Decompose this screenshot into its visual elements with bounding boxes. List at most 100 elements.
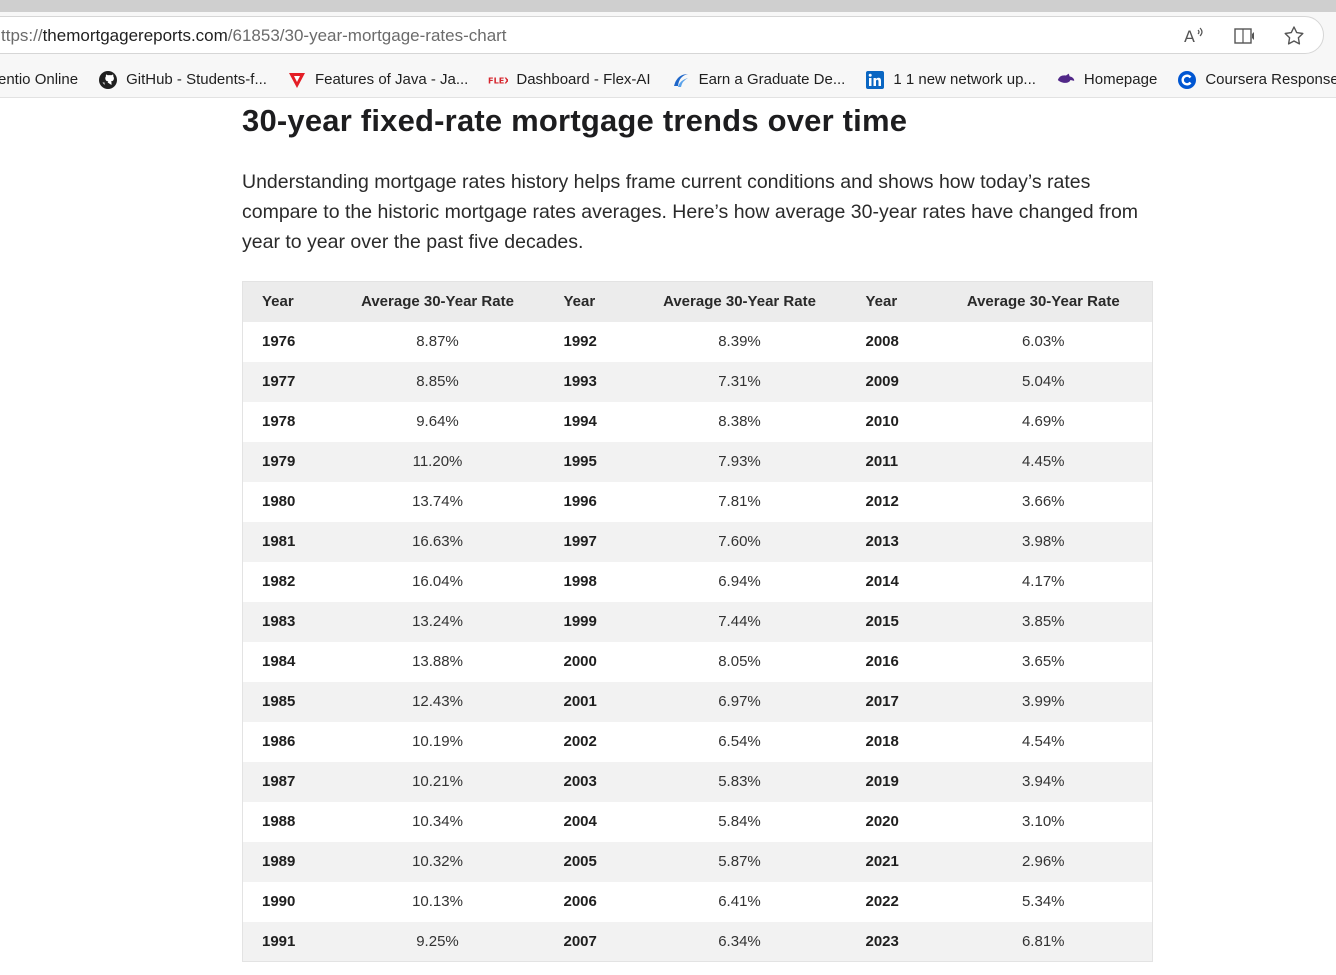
rate-cell: 5.87% [632,841,847,882]
year-cell: 1999 [544,601,633,642]
rate-cell: 6.94% [632,561,847,602]
rate-cell: 13.24% [330,601,545,642]
bookmark-item[interactable]: Earn a Graduate De... [671,70,845,90]
year-cell: 2002 [544,721,633,762]
rate-cell: 12.43% [330,681,545,722]
year-cell: 1985 [242,681,331,722]
bookmark-item[interactable]: entio Online [0,71,79,88]
swirl-logo-icon [671,70,691,90]
immersive-reader-icon[interactable] [1232,23,1258,49]
rate-cell: 7.60% [632,521,847,562]
year-cell: 1996 [544,481,633,522]
rate-cell: 10.13% [330,881,545,922]
rate-cell: 3.98% [934,521,1153,562]
rate-cell: 3.94% [934,761,1153,802]
year-cell: 2013 [846,521,935,562]
year-cell: 2017 [846,681,935,722]
column-header: Year [846,281,935,322]
rate-cell: 16.63% [330,521,545,562]
table-row: 1983 13.24% 1999 7.44% 2015 3.85% [242,601,1153,642]
table-body: 1976 8.87% 1992 8.39% 2008 6.03% 1977 8.85% 1993… [242,321,1153,962]
year-cell: 1977 [242,361,331,402]
year-cell: 1984 [242,641,331,682]
rate-cell: 10.32% [330,841,545,882]
column-header: Average 30-Year Rate [632,281,847,322]
year-cell: 2001 [544,681,633,722]
rate-cell: 8.05% [632,641,847,682]
web-page: 30-year fixed-rate mortgage trends over … [0,99,1336,975]
table-row: 1986 10.19% 2002 6.54% 2018 4.54% [242,721,1153,762]
bookmark-item[interactable]: Coursera Response... [1177,70,1336,90]
rate-cell: 3.10% [934,801,1153,842]
year-cell: 1990 [242,881,331,922]
year-cell: 1988 [242,801,331,842]
rate-cell: 6.97% [632,681,847,722]
table-header-row: Year Average 30-Year Rate Year Average 3… [242,281,1153,322]
purple-cat-icon [1056,70,1076,90]
rate-cell: 8.85% [330,361,545,402]
rate-cell: 8.38% [632,401,847,442]
address-bar[interactable]: ttps://themortgagereports.com/61853/30-y… [0,16,1324,54]
year-cell: 2023 [846,921,935,962]
table-row: 1987 10.21% 2003 5.83% 2019 3.94% [242,761,1153,802]
year-cell: 2006 [544,881,633,922]
rate-cell: 3.66% [934,481,1153,522]
year-cell: 2016 [846,641,935,682]
rate-cell: 13.88% [330,641,545,682]
table-row: 1981 16.63% 1997 7.60% 2013 3.98% [242,521,1153,562]
year-cell: 2012 [846,481,935,522]
bookmark-item[interactable]: Homepage [1056,70,1157,90]
rate-cell: 6.54% [632,721,847,762]
favorite-star-icon[interactable] [1281,23,1307,49]
year-cell: 1981 [242,521,331,562]
article-intro: Understanding mortgage rates history hel… [242,171,1139,253]
rate-cell: 6.03% [934,321,1153,362]
table-row: 1976 8.87% 1992 8.39% 2008 6.03% [242,321,1153,362]
rate-cell: 7.31% [632,361,847,402]
table-row: 1991 9.25% 2007 6.34% 2023 6.81% [242,921,1153,962]
year-cell: 1994 [544,401,633,442]
rate-cell: 7.81% [632,481,847,522]
year-cell: 2018 [846,721,935,762]
rate-cell: 8.39% [632,321,847,362]
year-cell: 1998 [544,561,633,602]
table-row: 1979 11.20% 1995 7.93% 2011 4.45% [242,441,1153,482]
table-row: 1978 9.64% 1994 8.38% 2010 4.69% [242,401,1153,442]
year-cell: 2008 [846,321,935,362]
rate-cell: 5.34% [934,881,1153,922]
bookmark-item[interactable]: 1 1 new network up... [865,70,1036,90]
rate-cell: 2.96% [934,841,1153,882]
year-cell: 2022 [846,881,935,922]
bookmark-item[interactable]: GitHub - Students-f... [98,70,267,90]
year-cell: 2010 [846,401,935,442]
rate-cell: 6.81% [934,921,1153,962]
year-cell: 1980 [242,481,331,522]
year-cell: 2005 [544,841,633,882]
svg-text:FLEX: FLEX [488,75,508,85]
rate-cell: 9.64% [330,401,545,442]
rate-cell: 5.83% [632,761,847,802]
mortgage-rates-table: Year Average 30-Year Rate Year Average 3… [242,281,1153,962]
column-header: Year [544,281,633,322]
year-cell: 1986 [242,721,331,762]
browser-toolbar: ttps://themortgagereports.com/61853/30-y… [0,12,1336,62]
flex-logo-icon: FLEX [488,70,508,90]
rate-cell: 3.99% [934,681,1153,722]
year-cell: 1995 [544,441,633,482]
bookmark-item[interactable]: Features of Java - Ja... [287,70,468,90]
rate-cell: 9.25% [330,921,545,962]
rate-cell: 10.34% [330,801,545,842]
read-aloud-icon[interactable]: A [1181,23,1207,49]
rate-cell: 5.04% [934,361,1153,402]
year-cell: 1983 [242,601,331,642]
year-cell: 1989 [242,841,331,882]
table-row: 1984 13.88% 2000 8.05% 2016 3.65% [242,641,1153,682]
year-cell: 1997 [544,521,633,562]
bookmark-item[interactable]: FLEX Dashboard - Flex-AI [488,70,651,90]
year-cell: 2004 [544,801,633,842]
year-cell: 1979 [242,441,331,482]
year-cell: 2003 [544,761,633,802]
rate-cell: 16.04% [330,561,545,602]
url-text[interactable]: ttps://themortgagereports.com/61853/30-y… [1,26,507,45]
table-row: 1990 10.13% 2006 6.41% 2022 5.34% [242,881,1153,922]
